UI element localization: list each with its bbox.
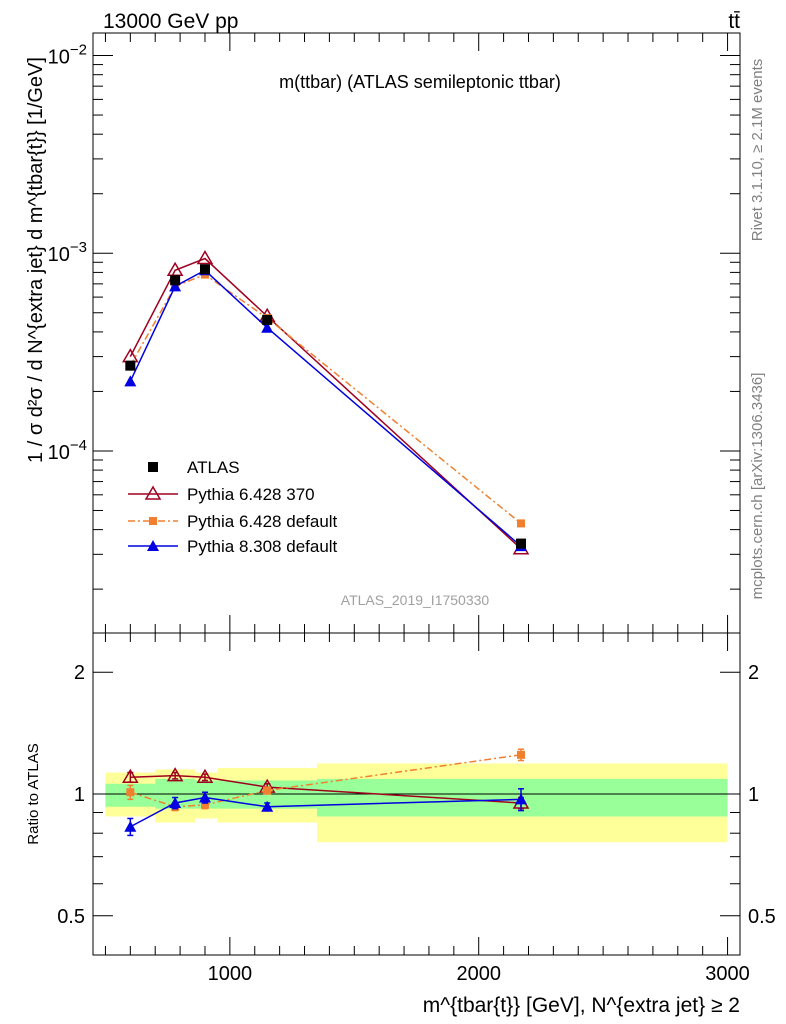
data-point <box>125 360 136 371</box>
ratio-data-point <box>263 786 272 795</box>
x-tick-label: 1000 <box>208 963 253 985</box>
data-point <box>124 375 137 387</box>
data-point <box>516 538 527 549</box>
ratio-y-tick-label-left: 0.5 <box>57 906 85 928</box>
ratio-data-point <box>517 750 526 759</box>
chart-title: m(ttbar) (ATLAS semileptonic ttbar) <box>279 72 561 92</box>
ratio-data-point <box>198 791 211 803</box>
data-point <box>169 280 182 292</box>
ratio-panel: 2 2 1 1 0.5 0.5 Ratio to ATLAS 1000 2000 3000 m^{t… <box>25 632 776 1017</box>
main-panel: 10−2 10−3 10−4 m(ttbar) (ATLAS semileptonic… <box>25 32 741 634</box>
ratio-y-tick-label-right: 2 <box>748 662 759 684</box>
ratio-y-tick-label-left: 2 <box>74 662 85 684</box>
legend-label: Pythia 6.428 default <box>187 512 338 531</box>
ratio-data-point <box>261 800 274 812</box>
legend-marker <box>148 462 158 472</box>
data-point <box>199 264 210 275</box>
legend-label: ATLAS <box>187 458 240 477</box>
data-point <box>262 314 273 325</box>
y-axis-label: 1 / σ d²σ / d N^{extra jet} d m^{tbar{t}… <box>25 57 47 463</box>
ratio-data-point <box>200 800 209 809</box>
ratio-data-point <box>124 820 137 832</box>
ratio-data-point <box>515 793 528 805</box>
data-point <box>170 275 181 286</box>
y-tick-label: 10−2 <box>48 42 87 69</box>
analysis-watermark: ATLAS_2019_I1750330 <box>341 592 490 608</box>
ratio-data-point <box>122 768 139 784</box>
header-process-label: tt̄ <box>728 10 740 33</box>
ratio-y-tick-label-right: 1 <box>748 784 759 806</box>
ratio-y-axis-label: Ratio to ATLAS <box>25 743 42 844</box>
ratio-y-tick-label-right: 0.5 <box>748 906 776 928</box>
data-point <box>196 250 214 265</box>
legend-label: Pythia 6.428 370 <box>187 485 315 504</box>
ratio-data-point <box>169 797 182 809</box>
data-point <box>261 321 274 333</box>
y-tick-label: 10−3 <box>48 239 87 266</box>
x-tick-label: 2000 <box>456 963 501 985</box>
ratio-y-tick-label-left: 1 <box>74 784 85 806</box>
series-line <box>129 269 522 547</box>
x-axis-label: m^{tbar{t}} [GeV], N^{extra jet} ≥ 2 <box>423 994 740 1017</box>
legend-marker <box>149 517 157 525</box>
legend-label: Pythia 8.308 default <box>187 537 338 556</box>
y-tick-label: 10−4 <box>48 437 87 464</box>
header-energy-label: 13000 GeV pp <box>103 10 238 33</box>
legend-marker <box>144 485 162 500</box>
mcplots-label: mcplots.cern.ch [arXiv:1306.3436] <box>749 373 766 600</box>
x-tick-label: 3000 <box>705 963 750 985</box>
ratio-data-point <box>196 768 214 784</box>
data-point <box>517 519 526 528</box>
ratio-data-point <box>166 767 184 782</box>
data-point <box>166 261 184 277</box>
ratio-data-point <box>126 788 135 797</box>
rivet-version-label: Rivet 3.1.10, ≥ 2.1M events <box>749 59 766 242</box>
series-line <box>129 257 522 550</box>
legend-marker <box>147 540 159 551</box>
